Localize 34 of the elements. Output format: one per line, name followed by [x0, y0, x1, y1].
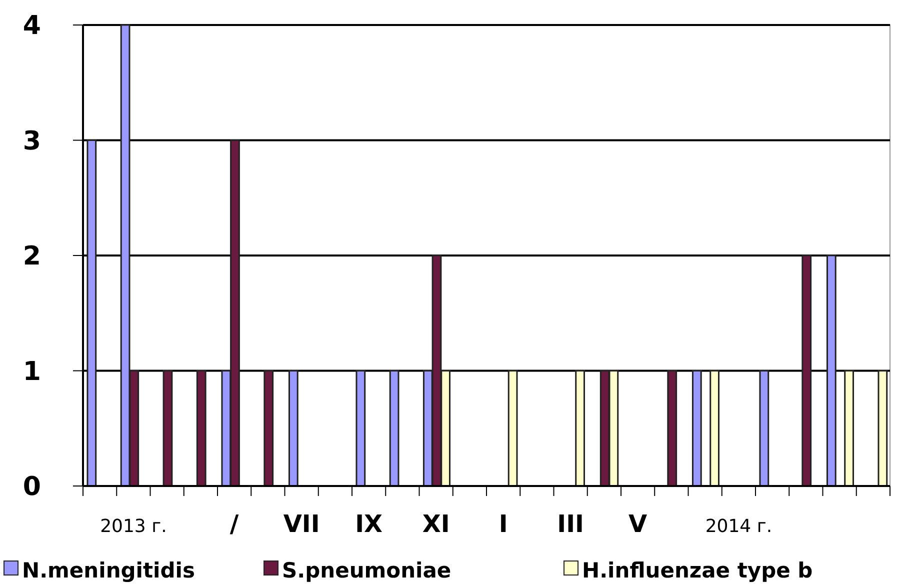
y-tick-label: 2	[22, 242, 41, 272]
bar	[162, 370, 173, 487]
bar	[667, 370, 678, 487]
bar	[389, 370, 400, 487]
legend-label: H.influenzae type b	[582, 558, 813, 582]
x-tick-label: XI	[422, 510, 450, 538]
x-tick-label: IX	[355, 510, 384, 538]
bar	[826, 254, 836, 487]
x-tick-label: V	[628, 510, 648, 538]
bar	[575, 370, 585, 487]
bar	[759, 370, 770, 487]
y-tick-label: 4	[22, 11, 41, 42]
bar	[356, 370, 366, 487]
bar	[710, 370, 720, 487]
bar	[802, 254, 812, 487]
x-tick-label: VII	[283, 510, 320, 538]
x-tick-label: /	[230, 510, 239, 538]
bar	[878, 370, 888, 487]
bar	[508, 370, 518, 487]
bar	[844, 370, 854, 487]
x-tick-label: 2013 г.	[100, 516, 167, 537]
legend-label: S.pneumoniae	[282, 558, 452, 582]
x-tick-label: 2014 г.	[705, 516, 772, 537]
y-tick-label: 0	[22, 472, 41, 502]
legend-label: N.meningitidis	[22, 558, 195, 582]
bar	[86, 140, 97, 487]
bar	[692, 370, 702, 487]
y-tick-label: 1	[22, 356, 41, 387]
x-tick-label: III	[557, 510, 584, 538]
y-tick-label: 3	[22, 126, 41, 156]
bar	[196, 370, 206, 487]
bar	[288, 370, 298, 487]
bar	[264, 370, 274, 487]
x-tick-label: I	[498, 510, 508, 538]
